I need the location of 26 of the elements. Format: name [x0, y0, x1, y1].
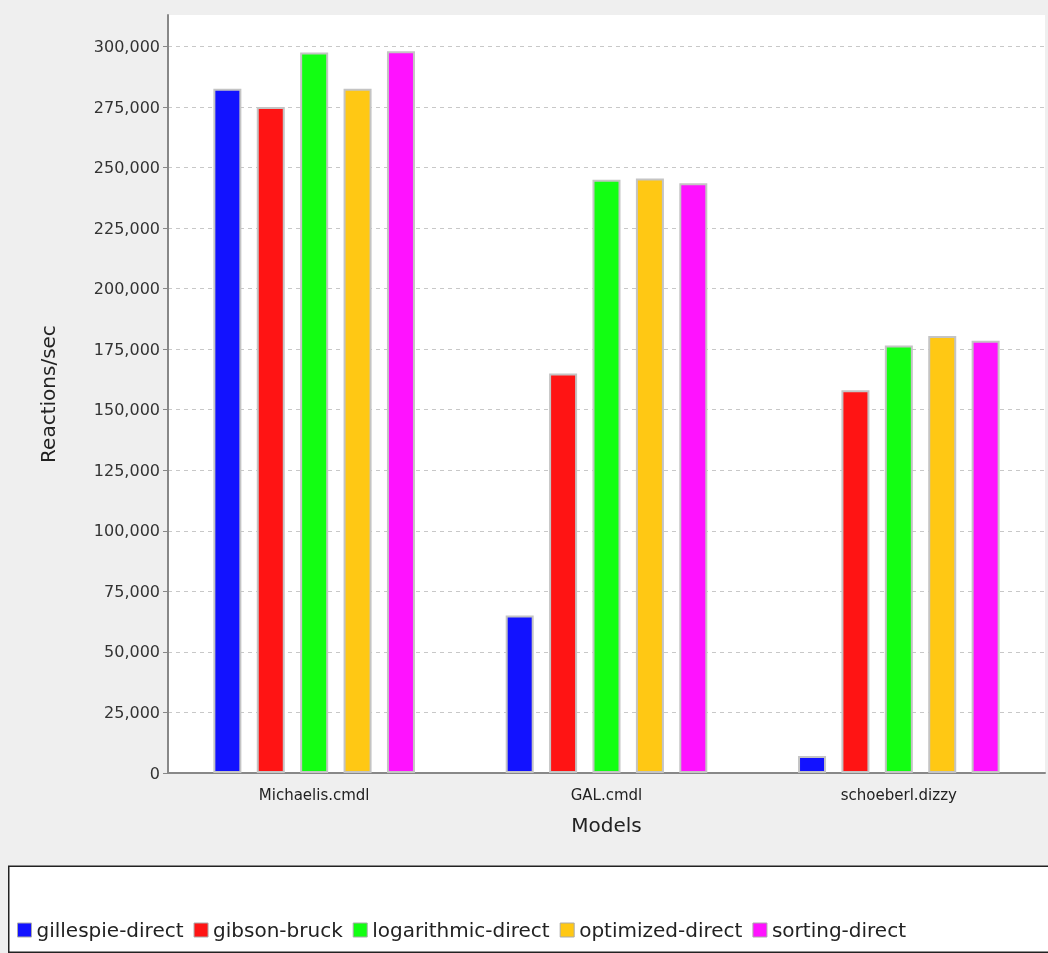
legend-label: sorting-direct	[771, 918, 907, 942]
legend-label: logarithmic-direct	[372, 918, 550, 942]
y-tick-label: 250,000	[93, 158, 160, 178]
y-tick-label: 75,000	[104, 581, 160, 601]
y-tick-label: 25,000	[104, 702, 160, 722]
y-tick-label: 0	[149, 763, 160, 783]
y-tick-label: 175,000	[93, 339, 160, 359]
y-tick-label: 50,000	[104, 642, 160, 662]
x-axis-title: Models	[571, 813, 642, 837]
y-tick-label: 200,000	[93, 279, 160, 299]
bar	[343, 88, 372, 773]
bar	[798, 756, 827, 773]
x-tick-label: Michaelis.cmdl	[258, 785, 370, 804]
y-tick-label: 275,000	[93, 97, 160, 117]
legend-label: optimized-direct	[579, 918, 743, 942]
legend-label: gibson-bruck	[213, 918, 344, 942]
bar	[928, 335, 957, 773]
x-tick-label: schoeberl.dizzy	[840, 785, 958, 804]
y-tick-label: 150,000	[93, 400, 160, 420]
y-axis-title: Reactions/sec	[36, 325, 60, 463]
y-tick-label: 100,000	[93, 521, 160, 541]
y-tick-label: 125,000	[93, 460, 160, 480]
legend-label: gillespie-direct	[36, 918, 184, 942]
x-tick-label: GAL.cmdl	[570, 785, 643, 804]
y-tick-label: 225,000	[93, 218, 160, 238]
y-tick-label: 300,000	[93, 36, 160, 56]
